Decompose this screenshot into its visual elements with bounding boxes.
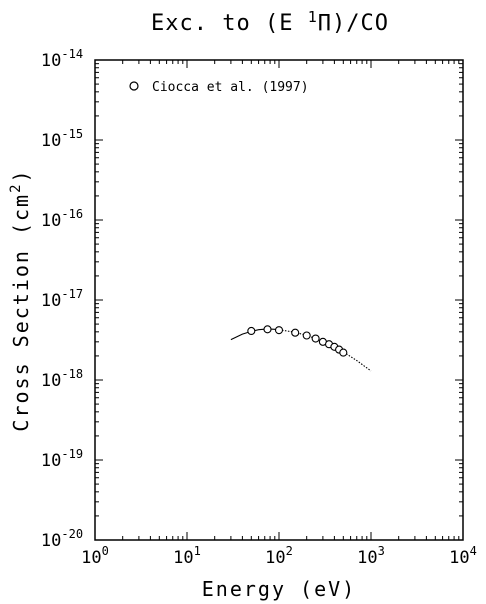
y-tick-label-exponent: -14 <box>61 47 83 61</box>
title-prefix: Exc. to (E <box>151 11 308 36</box>
data-point <box>311 334 320 343</box>
y-tick-label-exponent: -17 <box>61 287 83 301</box>
y-axis-label-close: ) <box>9 168 33 182</box>
x-tick-label-base: 10 <box>357 548 377 568</box>
y-tick-label-base: 10 <box>41 371 61 391</box>
x-tick-labels: 100 101 102 103 104 <box>81 544 477 568</box>
x-tick-label-exponent: 1 <box>194 544 201 558</box>
x-tick-label: 104 <box>449 544 477 568</box>
x-tick-label-exponent: 3 <box>378 544 385 558</box>
x-tick-label: 101 <box>173 544 201 568</box>
x-tick-label-base: 10 <box>81 548 101 568</box>
plot-data <box>230 325 372 372</box>
chart-title: Exc. to (E 1Π)/CO <box>151 8 389 36</box>
x-tick-label: 100 <box>81 544 109 568</box>
y-tick-label: 10-15 <box>41 127 83 151</box>
y-tick-label-exponent: -19 <box>61 447 83 461</box>
data-point <box>302 331 311 340</box>
major-ticks <box>94 59 464 541</box>
data-point <box>274 326 284 335</box>
x-tick-label-exponent: 2 <box>286 544 293 558</box>
x-tick-label: 102 <box>265 544 293 568</box>
data-point <box>291 328 300 337</box>
y-axis-label: Cross Section (cm2) <box>8 168 33 431</box>
y-tick-label-base: 10 <box>41 291 61 311</box>
x-tick-label-base: 10 <box>265 548 285 568</box>
title-superscript: 1 <box>308 8 318 26</box>
x-axis-label: Energy (eV) <box>202 577 356 601</box>
y-tick-label-base: 10 <box>41 131 61 151</box>
fit-curve <box>230 328 280 341</box>
y-tick-label: 10-16 <box>41 207 83 231</box>
y-tick-label-base: 10 <box>41 451 61 471</box>
y-tick-label-exponent: -15 <box>61 127 83 141</box>
data-point <box>263 325 272 334</box>
y-axis-label-main: Cross Section (cm <box>9 193 33 432</box>
title-suffix: )/CO <box>332 11 389 36</box>
data-point <box>339 348 348 357</box>
y-axis-label-superscript: 2 <box>8 182 24 192</box>
legend-label: Ciocca et al. (1997) <box>152 80 309 95</box>
y-tick-label-base: 10 <box>41 531 61 551</box>
y-tick-label: 10-19 <box>41 447 83 471</box>
y-tick-label: 10-18 <box>41 367 83 391</box>
legend-marker <box>129 81 139 91</box>
svg-text:Exc. to (E 1Π)/CO: Exc. to (E 1Π)/CO <box>151 8 389 36</box>
y-tick-label: 10-14 <box>41 47 83 71</box>
minor-ticks <box>95 60 463 540</box>
y-tick-label-exponent: -18 <box>61 367 83 381</box>
x-tick-label-exponent: 0 <box>102 544 109 558</box>
y-tick-label-exponent: -16 <box>61 207 83 221</box>
data-point <box>247 326 256 336</box>
x-tick-label-base: 10 <box>173 548 193 568</box>
y-tick-label-base: 10 <box>41 211 61 231</box>
y-tick-label: 10-20 <box>41 527 83 551</box>
svg-text:Cross Section (cm2): Cross Section (cm2) <box>8 168 33 431</box>
plot-frame <box>94 59 464 541</box>
y-tick-label-exponent: -20 <box>61 527 83 541</box>
x-tick-label: 103 <box>357 544 385 568</box>
legend: Ciocca et al. (1997) <box>129 80 309 95</box>
x-tick-label-base: 10 <box>449 548 469 568</box>
y-tick-label-base: 10 <box>41 51 61 71</box>
title-symbol: Π <box>318 11 332 36</box>
y-tick-label: 10-17 <box>41 287 83 311</box>
x-tick-label-exponent: 4 <box>470 544 477 558</box>
